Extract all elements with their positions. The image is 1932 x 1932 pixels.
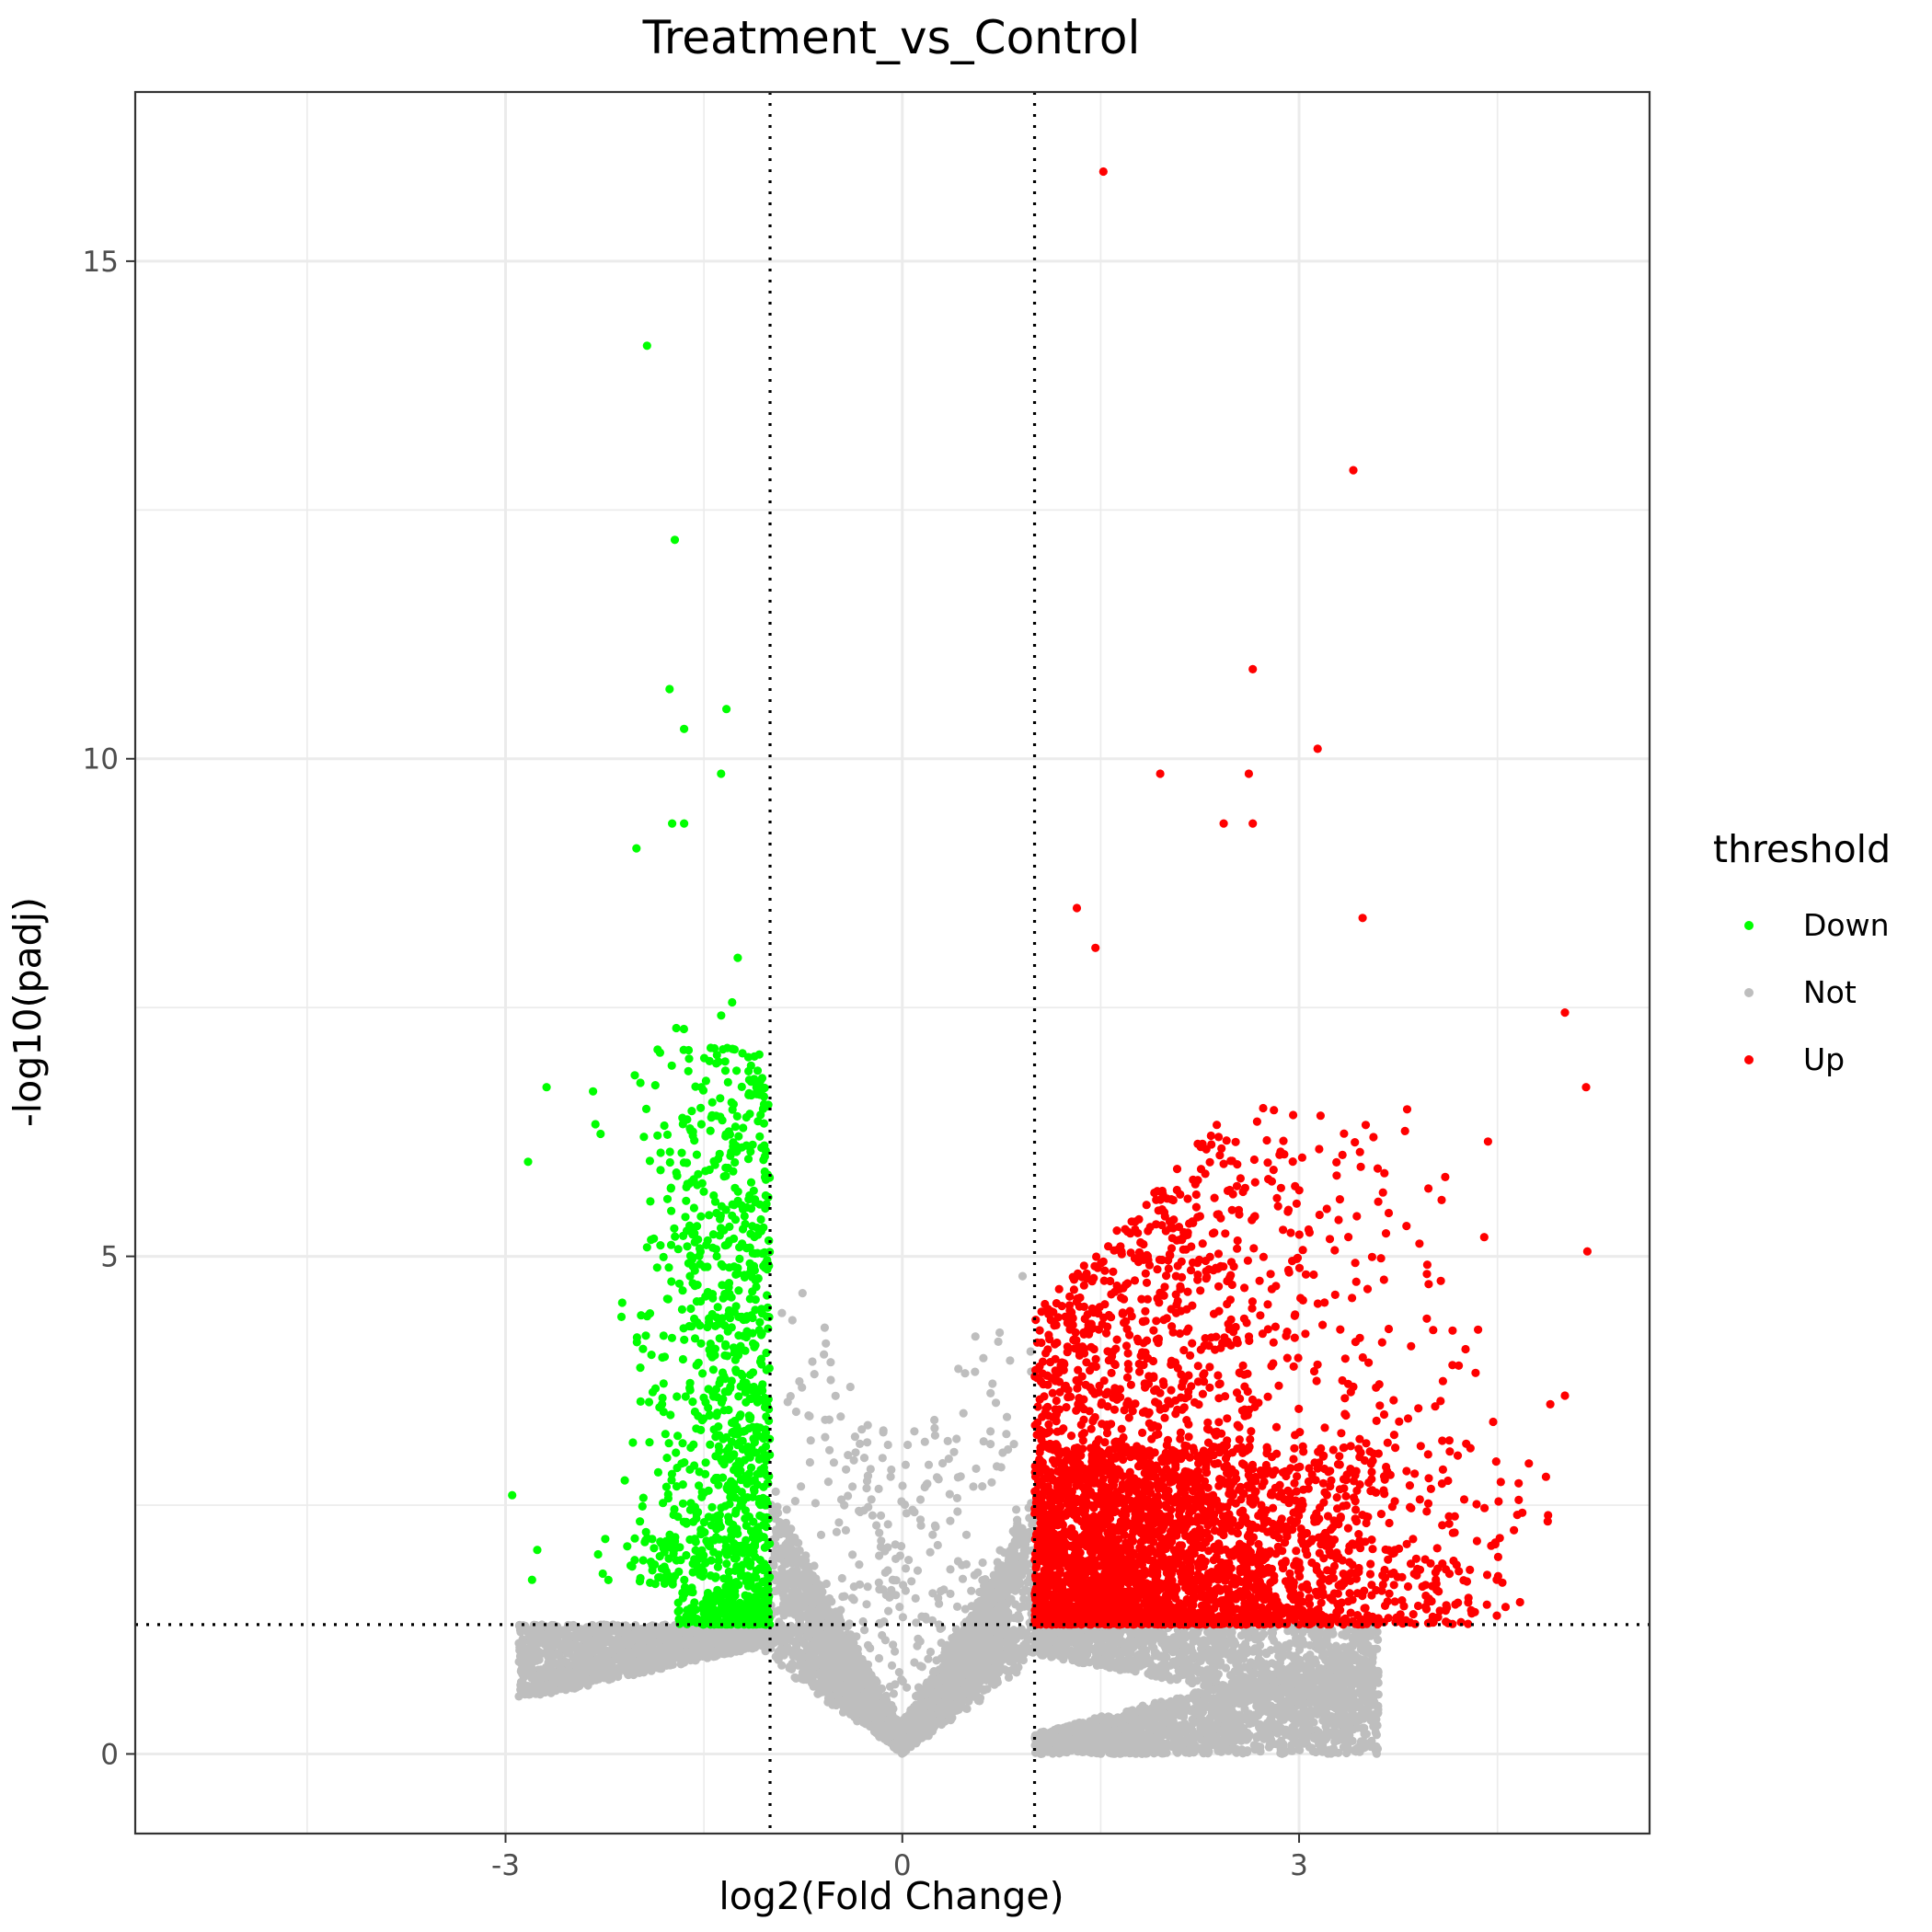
point-not [945, 1489, 954, 1499]
point-not [930, 1423, 939, 1432]
point-not [928, 1589, 937, 1598]
point-not [777, 1308, 787, 1317]
point-not [916, 1521, 926, 1530]
point-not [782, 1505, 791, 1514]
point-not [1002, 1430, 1011, 1439]
point-not [903, 1683, 912, 1692]
point-not [810, 1370, 819, 1379]
points-not [514, 1271, 1383, 1758]
point-not [883, 1440, 892, 1450]
point-not [978, 1558, 987, 1568]
point-not [967, 1586, 976, 1595]
point-not [946, 1565, 955, 1574]
point-not [1301, 1718, 1311, 1727]
point-not [874, 1578, 883, 1587]
point-not [986, 1440, 995, 1449]
point-not [862, 1600, 871, 1609]
point-not [826, 1358, 835, 1367]
point-not [943, 1436, 952, 1445]
point-not [998, 1448, 1007, 1457]
point-not [952, 1493, 961, 1502]
point-not [872, 1521, 881, 1530]
point-not [951, 1625, 960, 1634]
point-not [889, 1689, 899, 1698]
point-not [790, 1497, 800, 1506]
point-not [863, 1420, 872, 1430]
point-not [1301, 1711, 1310, 1720]
point-not [844, 1491, 853, 1501]
point-not [915, 1495, 926, 1504]
point-not [953, 1507, 962, 1516]
point-not [837, 1573, 846, 1583]
point-not [805, 1457, 815, 1467]
point-not [786, 1392, 795, 1401]
point-not [889, 1640, 898, 1650]
point-not [820, 1350, 829, 1359]
point-not [797, 1482, 806, 1491]
point-not [884, 1606, 893, 1616]
point-not [836, 1412, 845, 1421]
plot-panel [133, 90, 1651, 1835]
point-not [895, 1551, 905, 1560]
point-not [991, 1398, 1001, 1408]
point-not [820, 1323, 830, 1332]
point-not [874, 1484, 883, 1493]
point-not [986, 1388, 995, 1397]
point-not [883, 1520, 892, 1529]
point-not [894, 1668, 904, 1677]
point-not [842, 1465, 851, 1474]
point-not [849, 1455, 858, 1465]
point-not [979, 1353, 988, 1363]
point-not [883, 1543, 892, 1552]
point-not [995, 1328, 1005, 1338]
point-not [961, 1530, 972, 1539]
point-not [952, 1434, 961, 1443]
point-not [878, 1454, 887, 1463]
point-not [788, 1316, 797, 1325]
point-not [811, 1499, 821, 1508]
point-not [898, 1481, 907, 1490]
point-not [922, 1615, 931, 1624]
point-not [986, 1427, 995, 1436]
point-not [867, 1495, 876, 1504]
point-not [866, 1643, 875, 1653]
point-not [933, 1540, 942, 1550]
point-not [920, 1437, 929, 1446]
point-not [840, 1501, 849, 1510]
point-not [978, 1482, 987, 1491]
point-not [821, 1432, 830, 1442]
point-not [949, 1447, 959, 1456]
point-not [971, 1332, 980, 1341]
point-not [1018, 1271, 1028, 1281]
point-not [841, 1525, 851, 1535]
point-not [972, 1464, 981, 1473]
point-not [845, 1382, 855, 1392]
chart-title: Treatment_vs_Control [642, 11, 1141, 64]
point-not [771, 1487, 780, 1496]
point-not [904, 1556, 914, 1565]
point-not [806, 1436, 815, 1445]
point-not [834, 1518, 844, 1527]
point-not [860, 1626, 869, 1635]
point-not [1006, 1356, 1015, 1365]
point-not [891, 1647, 900, 1656]
point-not [907, 1577, 916, 1586]
point-not [926, 1547, 935, 1557]
point-not [887, 1585, 896, 1594]
point-not [826, 1375, 835, 1385]
point-not [924, 1460, 934, 1469]
point-not [808, 1357, 817, 1366]
point-not [988, 1379, 997, 1388]
point-not [879, 1585, 888, 1594]
point-not [953, 1473, 962, 1482]
point-not [859, 1454, 869, 1463]
point-not [987, 1478, 996, 1487]
point-not [958, 1574, 968, 1583]
